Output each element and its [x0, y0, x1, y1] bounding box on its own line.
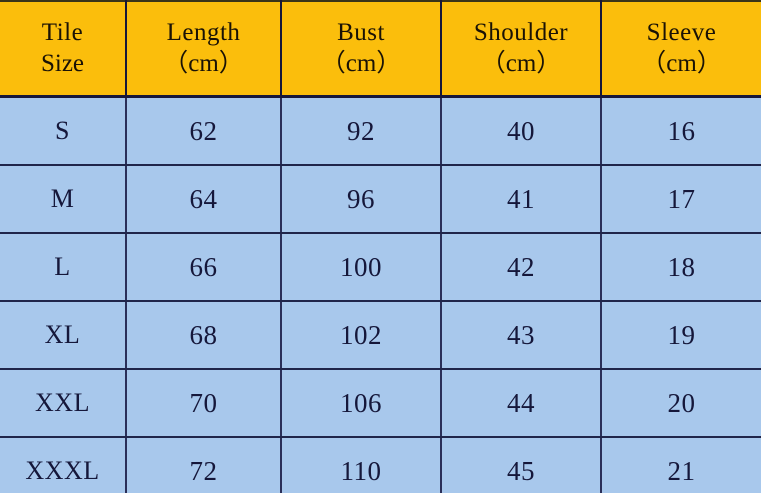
cell-bust: 102 — [281, 301, 442, 370]
table-header: Tile Size Length （cm） Bust （cm） Shoulder… — [0, 0, 761, 98]
column-header-length: Length （cm） — [126, 0, 282, 98]
cell-sleeve: 18 — [601, 233, 761, 302]
cell-bust: 92 — [281, 96, 442, 166]
cell-length: 68 — [126, 301, 282, 370]
column-header-sleeve-line2: （cm） — [641, 49, 722, 77]
column-header-shoulder: Shoulder （cm） — [441, 0, 602, 98]
cell-size: M — [0, 165, 127, 234]
cell-length: 62 — [126, 96, 282, 166]
cell-size: L — [0, 233, 127, 302]
header-row: Tile Size Length （cm） Bust （cm） Shoulder… — [0, 0, 761, 98]
table-row: XL 68 102 43 19 — [0, 301, 761, 370]
cell-size: S — [0, 96, 127, 166]
cell-shoulder: 42 — [441, 233, 602, 302]
cell-length: 66 — [126, 233, 282, 302]
cell-bust: 96 — [281, 165, 442, 234]
cell-length: 70 — [126, 369, 282, 438]
cell-length: 72 — [126, 437, 282, 493]
column-header-size-line2: Size — [40, 49, 85, 77]
column-header-shoulder-line1: Shoulder — [473, 19, 569, 46]
cell-shoulder: 45 — [441, 437, 602, 493]
table-row: S 62 92 40 16 — [0, 96, 761, 166]
cell-sleeve: 20 — [601, 369, 761, 438]
column-header-size: Tile Size — [0, 0, 127, 98]
column-header-sleeve: Sleeve （cm） — [601, 0, 761, 98]
table-row: M 64 96 41 17 — [0, 165, 761, 234]
column-header-sleeve-line1: Sleeve — [646, 19, 717, 46]
cell-shoulder: 41 — [441, 165, 602, 234]
table-row: L 66 100 42 18 — [0, 233, 761, 302]
table-row: XXL 70 106 44 20 — [0, 369, 761, 438]
cell-shoulder: 43 — [441, 301, 602, 370]
column-header-bust-line1: Bust — [337, 19, 385, 46]
column-header-length-line1: Length — [166, 19, 241, 46]
column-header-size-line1: Tile — [41, 19, 84, 46]
cell-sleeve: 17 — [601, 165, 761, 234]
cell-bust: 100 — [281, 233, 442, 302]
column-header-bust: Bust （cm） — [281, 0, 442, 98]
cell-length: 64 — [126, 165, 282, 234]
table-row: XXXL 72 110 45 21 — [0, 437, 761, 493]
column-header-shoulder-line2: （cm） — [480, 49, 562, 77]
column-header-length-line2: （cm） — [163, 49, 244, 77]
column-header-bust-line2: （cm） — [320, 49, 402, 77]
cell-shoulder: 40 — [441, 96, 602, 166]
cell-bust: 106 — [281, 369, 442, 438]
cell-size: XL — [0, 301, 127, 370]
cell-size: XXXL — [0, 437, 127, 493]
cell-sleeve: 19 — [601, 301, 761, 370]
cell-sleeve: 16 — [601, 96, 761, 166]
cell-shoulder: 44 — [441, 369, 602, 438]
cell-size: XXL — [0, 369, 127, 438]
table-body: S 62 92 40 16 M 64 96 41 17 L 66 100 42 … — [0, 96, 761, 493]
cell-sleeve: 21 — [601, 437, 761, 493]
cell-bust: 110 — [281, 437, 442, 493]
